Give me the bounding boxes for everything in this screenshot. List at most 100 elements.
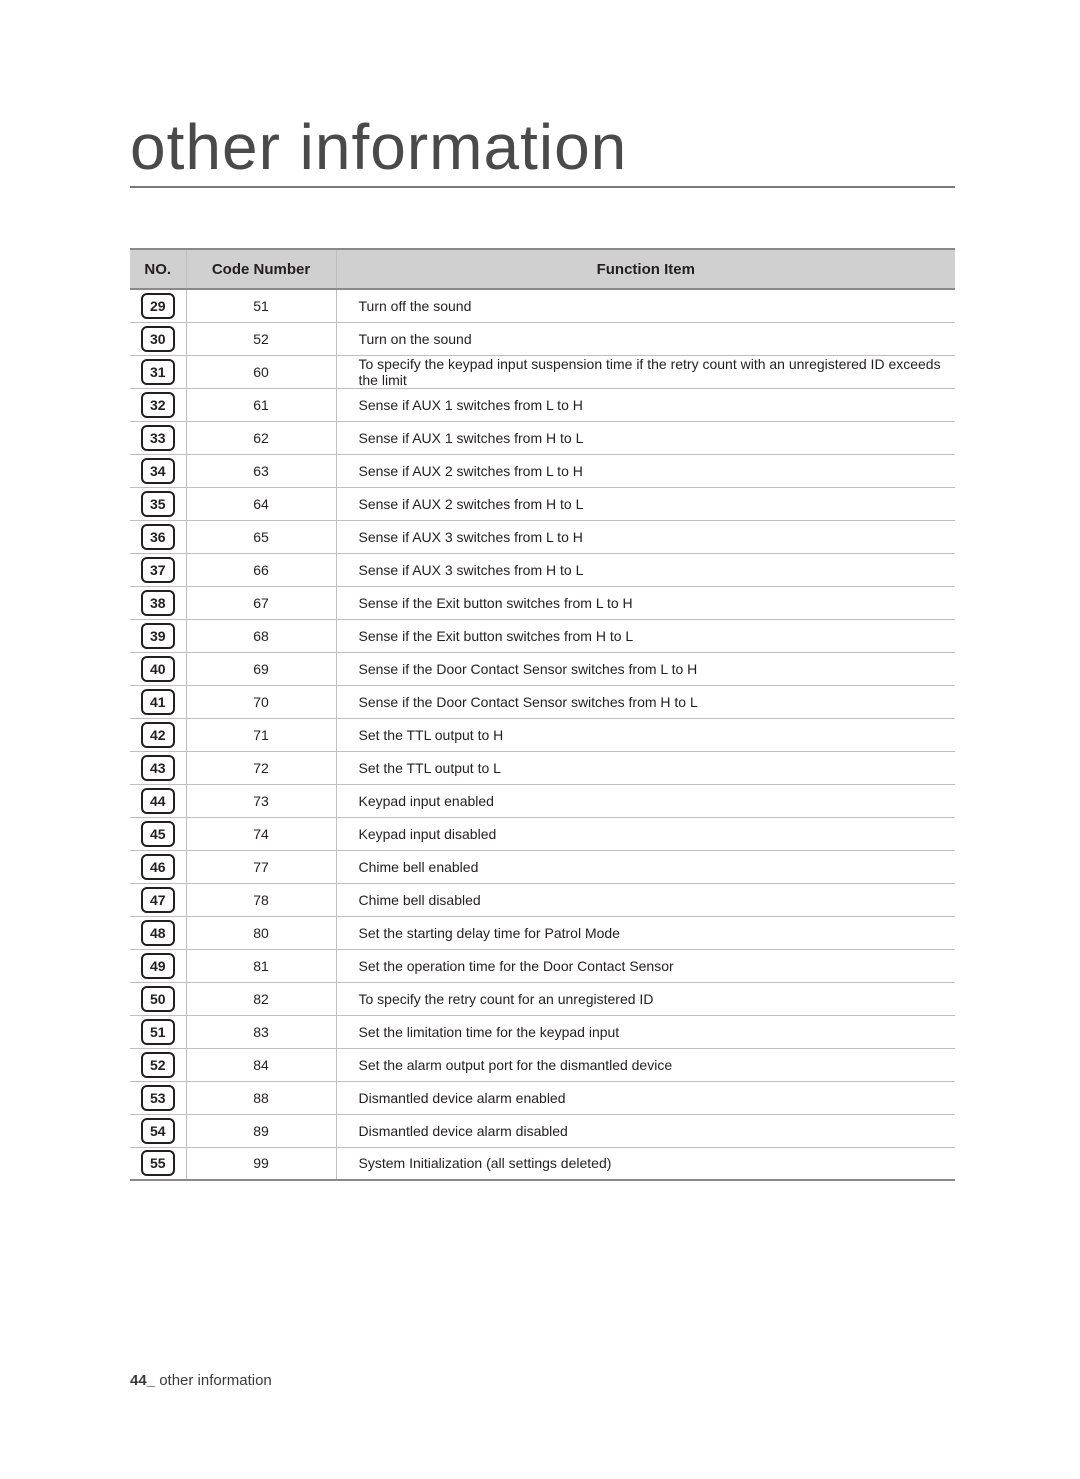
cell-code-number: 81 — [186, 949, 336, 982]
table-row: 4473Keypad input enabled — [130, 784, 955, 817]
cell-no: 40 — [130, 652, 186, 685]
cell-function-item: Sense if the Door Contact Sensor switche… — [336, 652, 955, 685]
cell-no: 36 — [130, 520, 186, 553]
cell-no: 52 — [130, 1048, 186, 1081]
cell-function-item: Dismantled device alarm enabled — [336, 1081, 955, 1114]
cell-function-item: To specify the retry count for an unregi… — [336, 982, 955, 1015]
cell-no: 41 — [130, 685, 186, 718]
cell-function-item: Turn off the sound — [336, 289, 955, 322]
cell-no: 48 — [130, 916, 186, 949]
table-row: 37 66Sense if AUX 3 switches from H to L — [130, 553, 955, 586]
cell-no: 51 — [130, 1015, 186, 1048]
row-number-badge: 33 — [141, 425, 175, 451]
cell-function-item: Keypad input enabled — [336, 784, 955, 817]
table-row: 3261Sense if AUX 1 switches from L to H — [130, 388, 955, 421]
table-row: 3867Sense if the Exit button switches fr… — [130, 586, 955, 619]
cell-function-item: Sense if the Exit button switches from H… — [336, 619, 955, 652]
cell-no: 30 — [130, 322, 186, 355]
table-row: 55 99System Initialization (all settings … — [130, 1147, 955, 1180]
table-row: 47 78Chime bell disabled — [130, 883, 955, 916]
cell-no: 38 — [130, 586, 186, 619]
cell-code-number: 78 — [186, 883, 336, 916]
cell-code-number: 83 — [186, 1015, 336, 1048]
table-row: 5284Set the alarm output port for the di… — [130, 1048, 955, 1081]
cell-code-number: 60 — [186, 355, 336, 388]
cell-function-item: Dismantled device alarm disabled — [336, 1114, 955, 1147]
cell-function-item: Set the TTL output to H — [336, 718, 955, 751]
cell-code-number: 99 — [186, 1147, 336, 1180]
cell-function-item: Sense if AUX 2 switches from H to L — [336, 487, 955, 520]
cell-function-item: Chime bell disabled — [336, 883, 955, 916]
table-row: 4069Sense if the Door Contact Sensor swi… — [130, 652, 955, 685]
cell-code-number: 66 — [186, 553, 336, 586]
cell-no: 54 — [130, 1114, 186, 1147]
table-row: 4880Set the starting delay time for Patr… — [130, 916, 955, 949]
row-number-badge: 36 — [141, 524, 175, 550]
table-row: 4271Set the TTL output to H — [130, 718, 955, 751]
cell-no: 37 — [130, 553, 186, 586]
row-number-badge: 46 — [141, 854, 175, 880]
table-row: 3052Turn on the sound — [130, 322, 955, 355]
row-number-badge: 31 — [141, 359, 175, 385]
cell-code-number: 70 — [186, 685, 336, 718]
cell-no: 39 — [130, 619, 186, 652]
table-row: 3463Sense if AUX 2 switches from L to H — [130, 454, 955, 487]
page-footer: 44_ other information — [130, 1372, 272, 1389]
table-row: 5388Dismantled device alarm enabled — [130, 1081, 955, 1114]
row-number-badge: 55 — [141, 1150, 175, 1176]
row-number-badge: 39 — [141, 623, 175, 649]
cell-code-number: 64 — [186, 487, 336, 520]
cell-function-item: Chime bell enabled — [336, 850, 955, 883]
row-number-badge: 45 — [141, 821, 175, 847]
cell-code-number: 62 — [186, 421, 336, 454]
row-number-badge: 35 — [141, 491, 175, 517]
table-row: 46 77Chime bell enabled — [130, 850, 955, 883]
row-number-badge: 29 — [141, 293, 175, 319]
cell-function-item: Sense if AUX 2 switches from L to H — [336, 454, 955, 487]
cell-function-item: Sense if the Door Contact Sensor switche… — [336, 685, 955, 718]
row-number-badge: 43 — [141, 755, 175, 781]
table-row: 5082To specify the retry count for an un… — [130, 982, 955, 1015]
cell-code-number: 68 — [186, 619, 336, 652]
cell-no: 43 — [130, 751, 186, 784]
cell-code-number: 89 — [186, 1114, 336, 1147]
row-number-badge: 42 — [141, 722, 175, 748]
table-row: 35 64Sense if AUX 2 switches from H to L — [130, 487, 955, 520]
cell-code-number: 72 — [186, 751, 336, 784]
page-title: other information — [130, 110, 955, 188]
cell-function-item: System Initialization (all settings dele… — [336, 1147, 955, 1180]
cell-no: 42 — [130, 718, 186, 751]
table-row: 4981Set the operation time for the Door … — [130, 949, 955, 982]
cell-function-item: Set the alarm output port for the disman… — [336, 1048, 955, 1081]
row-number-badge: 44 — [141, 788, 175, 814]
cell-no: 44 — [130, 784, 186, 817]
table-row: 3665Sense if AUX 3 switches from L to H — [130, 520, 955, 553]
row-number-badge: 41 — [141, 689, 175, 715]
cell-function-item: Sense if AUX 1 switches from L to H — [336, 388, 955, 421]
table-row: 51 83Set the limitation time for the keyp… — [130, 1015, 955, 1048]
table-row: 2951Turn off the sound — [130, 289, 955, 322]
row-number-badge: 37 — [141, 557, 175, 583]
cell-code-number: 88 — [186, 1081, 336, 1114]
cell-no: 32 — [130, 388, 186, 421]
row-number-badge: 54 — [141, 1118, 175, 1144]
cell-no: 34 — [130, 454, 186, 487]
cell-code-number: 61 — [186, 388, 336, 421]
table-header-row: NO. Code Number Function Item — [130, 249, 955, 289]
table-row: 3160To specify the keypad input suspensi… — [130, 355, 955, 388]
cell-function-item: Sense if AUX 3 switches from H to L — [336, 553, 955, 586]
table-row: 54 89Dismantled device alarm disabled — [130, 1114, 955, 1147]
row-number-badge: 52 — [141, 1052, 175, 1078]
cell-function-item: Set the limitation time for the keypad i… — [336, 1015, 955, 1048]
cell-code-number: 77 — [186, 850, 336, 883]
footer-section-title: other information — [155, 1372, 272, 1389]
row-number-badge: 47 — [141, 887, 175, 913]
table-row: 41 70Sense if the Door Contact Sensor swi… — [130, 685, 955, 718]
row-number-badge: 51 — [141, 1019, 175, 1045]
row-number-badge: 40 — [141, 656, 175, 682]
cell-code-number: 52 — [186, 322, 336, 355]
cell-no: 53 — [130, 1081, 186, 1114]
cell-no: 33 — [130, 421, 186, 454]
col-header-no: NO. — [130, 249, 186, 289]
row-number-badge: 30 — [141, 326, 175, 352]
